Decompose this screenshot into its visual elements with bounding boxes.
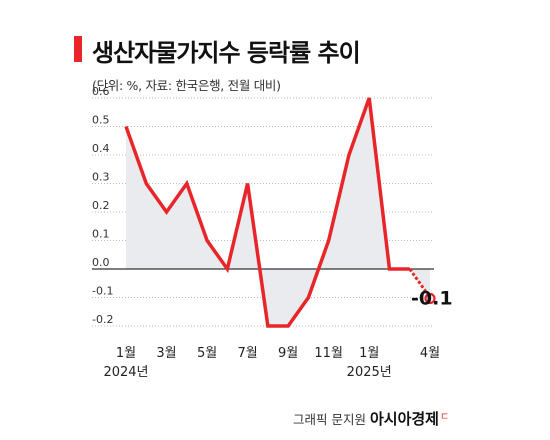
y-tick-label: -0.1 xyxy=(92,285,113,298)
last-point-marker xyxy=(424,292,436,305)
series-line xyxy=(124,97,436,328)
x-tick-label: 7월 xyxy=(237,346,257,361)
y-tick-label: 0.0 xyxy=(92,256,110,269)
chart-title: 생산자물가지수 등락률 추이 xyxy=(92,39,361,67)
y-tick-label: -0.2 xyxy=(92,313,113,326)
x-tick-label: 11월 xyxy=(314,346,343,361)
x-tick-label: 1월 xyxy=(116,346,136,361)
x-tick-label: 9월 xyxy=(278,346,298,361)
x-tick-year-label: 2025년 xyxy=(347,365,392,380)
credit-text: 그래픽 문지원 xyxy=(293,412,366,427)
brand-mark-icon: ㄷ xyxy=(440,412,450,423)
x-axis-tick-labels: 1월 2024년 3월 5월 7월 9월 11월 1월 2025년 4월 xyxy=(103,346,440,380)
x-tick-label: 4월 xyxy=(420,346,440,361)
series-path xyxy=(124,97,410,328)
x-tick-label: 1월 xyxy=(359,346,379,361)
y-tick-label: 0.6 xyxy=(92,85,110,98)
y-tick-label: 0.3 xyxy=(92,171,110,184)
annotations: -0.1 xyxy=(411,288,453,310)
y-tick-label: 0.5 xyxy=(92,114,110,127)
y-tick-label: 0.1 xyxy=(92,228,110,241)
y-axis-tick-labels: 0.6 0.5 0.4 0.3 0.2 0.1 0.0 -0.1 -0.2 xyxy=(92,85,113,326)
last-value-label: -0.1 xyxy=(411,288,453,310)
y-tick-label: 0.2 xyxy=(92,199,110,212)
y-tick-label: 0.4 xyxy=(92,142,110,155)
x-tick-label: 3월 xyxy=(156,346,176,361)
title-accent-bar xyxy=(74,36,82,62)
brand-logo: 아시아경제 xyxy=(369,410,439,428)
credit-line: 그래픽 문지원 아시아경제ㄷ xyxy=(293,408,449,429)
x-tick-label: 5월 xyxy=(197,346,217,361)
chart-subtitle: (단위: %, 자료: 한국은행, 전월 대비) xyxy=(92,78,281,93)
x-tick-year-label: 2024년 xyxy=(103,365,148,380)
series-projection-segment xyxy=(408,268,432,299)
